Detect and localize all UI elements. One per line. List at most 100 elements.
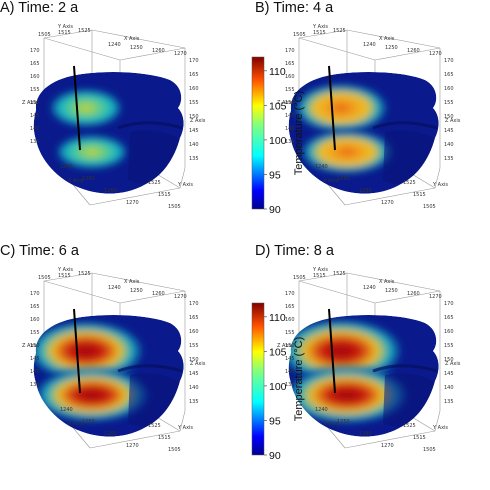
colorbar-label: Temperature (°C)	[293, 91, 305, 175]
x-axis-label-top: X Axis	[124, 279, 140, 285]
colorbar-tick-label: 95	[269, 415, 281, 427]
x-tick-label-top: 1240	[363, 42, 376, 48]
z-tick-label-left: 135	[30, 139, 40, 145]
x-tick-label-bottom: 1270	[381, 443, 394, 449]
heat-core-lower	[300, 130, 394, 174]
y-axis-label: Y Axis	[312, 24, 328, 30]
z-tick-label-left: 155	[30, 330, 40, 336]
z-tick-label-left: 140	[30, 126, 40, 132]
z-tick-label-right: 145	[189, 128, 199, 134]
layer-seam	[372, 121, 438, 130]
x-tick-label-top: 1260	[407, 291, 420, 297]
z-axis-label-left: Z Axis	[277, 343, 293, 349]
x-tick-label-bottom: 1260	[359, 431, 372, 437]
colorbar-label: Temperature (°C)	[293, 337, 305, 421]
z-tick-label-right: 140	[444, 385, 454, 391]
heat-core-lower	[35, 368, 149, 422]
z-tick-label-left: 150	[285, 343, 295, 349]
z-tick-label-left: 160	[30, 74, 40, 80]
z-axis-label-left: Z Axis	[22, 100, 38, 106]
x-tick-label-top: 1240	[108, 285, 121, 291]
axis-edge	[43, 37, 121, 61]
x-tick-label-top: 1270	[174, 51, 187, 57]
z-tick-label-right: 140	[189, 385, 199, 391]
z-tick-label-left: 140	[285, 126, 295, 132]
axis-edge	[119, 290, 186, 304]
colorbar-bottom: 110 105 100 95 90 Temperature (°C)	[244, 298, 324, 463]
colorbar-tick-label: 110	[269, 66, 286, 78]
z-tick-label-left: 165	[30, 61, 40, 67]
colorbar-gradient	[251, 302, 265, 456]
borehole	[73, 65, 81, 151]
y-tick-label: 1515	[313, 30, 326, 36]
z-tick-label-right: 150	[444, 114, 454, 120]
axis-edge	[43, 280, 121, 304]
x-axis-label-top: X Axis	[379, 279, 395, 285]
z-tick-label-left: 170	[285, 291, 295, 297]
heat-core-upper	[33, 321, 143, 381]
x-axis-label-bottom: X Axis	[68, 178, 84, 184]
z-tick-label-right: 170	[189, 58, 199, 64]
y-axis-label: Y Axis	[57, 267, 73, 273]
y-axis-label-bottom: Y Axis	[432, 182, 448, 188]
y-tick-label: 1515	[58, 30, 71, 36]
z-tick-label-right: 135	[189, 156, 199, 162]
temperature-volume	[33, 72, 184, 194]
y-tick-label-bottom: 1505	[168, 204, 181, 210]
colorbar-tick-label: 90	[269, 204, 281, 216]
x-tick-label-bottom: 1270	[381, 200, 394, 206]
y-axis-label-bottom: Y Axis	[177, 182, 193, 188]
temperature-colorbar: 110 105 100 95 90 Temperature (°C)	[251, 302, 305, 462]
x-axis-label-bottom: X Axis	[323, 421, 339, 427]
y-tick-label-bottom: 1505	[168, 447, 181, 453]
z-tick-label-left: 145	[30, 113, 40, 119]
x-tick-label-top: 1260	[407, 48, 420, 54]
z-tick-label-right: 135	[444, 399, 454, 405]
panel-title: C) Time: 6 a	[0, 243, 79, 259]
y-axis-label-bottom: Y Axis	[177, 425, 193, 431]
z-tick-label-right: 160	[189, 86, 199, 92]
x-tick-label-top: 1240	[108, 42, 121, 48]
y-tick-label: 1525	[333, 28, 346, 34]
z-tick-label-right: 150	[444, 357, 454, 363]
z-tick-label-left: 145	[285, 113, 295, 119]
heat-core-upper	[288, 319, 402, 383]
y-tick-label: 1515	[313, 273, 326, 279]
z-tick-label-left: 150	[30, 343, 40, 349]
x-tick-label-bottom: 1240	[315, 407, 328, 413]
axis-edge	[179, 410, 186, 432]
layer-seam	[117, 364, 183, 373]
x-tick-label-bottom: 1250	[82, 419, 95, 425]
colorbar-tick-label: 110	[269, 312, 286, 324]
z-tick-label-right: 135	[189, 399, 199, 405]
axis-edge	[179, 167, 186, 189]
y-axis-label: Y Axis	[312, 267, 328, 273]
borehole	[328, 65, 336, 151]
heat-core-upper	[294, 84, 388, 132]
axis-edge	[298, 37, 376, 61]
x-tick-label-bottom: 1270	[126, 443, 139, 449]
x-tick-label-top: 1260	[152, 291, 165, 297]
z-tick-label-right: 155	[444, 100, 454, 106]
x-tick-label-bottom: 1250	[82, 176, 95, 182]
z-tick-label-left: 165	[285, 304, 295, 310]
z-tick-label-left: 150	[285, 100, 295, 106]
colorbar-tick-label: 100	[269, 381, 287, 393]
z-tick-label-left: 160	[285, 317, 295, 323]
y-tick-label-bottom: 1505	[423, 447, 436, 453]
z-tick-label-right: 150	[189, 114, 199, 120]
panel-d: D) Time: 8 a Y Axis 1505 1515 1525 X Axis 124…	[255, 243, 490, 478]
layer-seam	[372, 364, 438, 373]
heat-core-upper	[50, 89, 122, 127]
z-axis-label-left: Z Axis	[22, 343, 38, 349]
temperature-volume	[33, 315, 184, 437]
layer-seam	[117, 121, 183, 130]
volume-shadow	[128, 130, 182, 185]
axis-edge	[91, 272, 186, 292]
x-tick-label-top: 1270	[429, 51, 442, 57]
y-tick-label-bottom: 1515	[413, 192, 426, 198]
volume-shadow	[128, 373, 182, 428]
